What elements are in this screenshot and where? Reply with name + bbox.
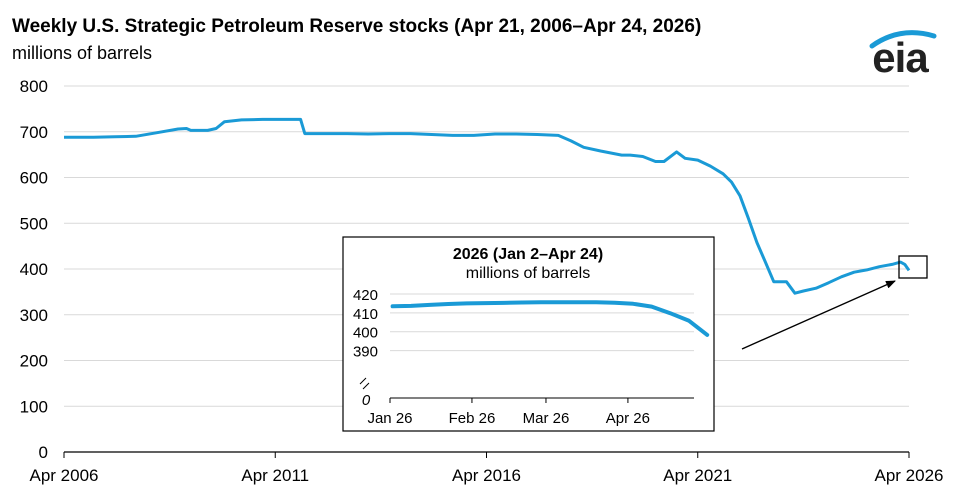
inset-frame (342, 236, 715, 432)
y-tick-label: 600 (20, 169, 48, 188)
inset-y-zero-label: 0 (362, 392, 371, 409)
y-tick-label: 300 (20, 306, 48, 325)
inset-series-line (390, 300, 710, 337)
inset-chart: 2026 (Jan 2–Apr 24) millions of barrels 39… (342, 236, 715, 432)
inset-subtitle: millions of barrels (466, 265, 590, 282)
y-tick-label: 500 (20, 214, 48, 233)
series-line (64, 117, 911, 295)
zoom-highlight-box (898, 255, 928, 279)
x-tick-label: Apr 2016 (452, 466, 521, 485)
y-tick-label: 800 (20, 77, 48, 96)
chart-subtitle: millions of barrels (12, 43, 153, 63)
eia-logo: eia (860, 24, 944, 81)
x-tick-label: Apr 2006 (30, 466, 99, 485)
inset-y-tick-label: 420 (353, 287, 378, 304)
inset-x-tick-label: Mar 26 (523, 410, 570, 427)
y-tick-label: 0 (39, 443, 48, 462)
chart-title: Weekly U.S. Strategic Petroleum Reserve … (12, 16, 702, 37)
inset-x-tick-label: Feb 26 (449, 410, 496, 427)
x-tick-label: Apr 2021 (663, 466, 732, 485)
eia-logo-arc (869, 30, 937, 49)
eia-logo-text: eia (872, 34, 928, 81)
y-tick-label: 200 (20, 352, 48, 371)
inset-y-tick-label: 410 (353, 306, 378, 323)
axis-break-mark (359, 377, 370, 390)
inset-x-tick-label: Jan 26 (367, 410, 412, 427)
callout-arrow (741, 280, 896, 350)
y-tick-label: 700 (20, 123, 48, 142)
x-tick-label: Apr 2026 (875, 466, 944, 485)
x-tick-label: Apr 2011 (241, 466, 309, 485)
inset-x-tick-label: Apr 26 (606, 410, 650, 427)
inset-y-tick-label: 400 (353, 325, 378, 342)
inset-title: 2026 (Jan 2–Apr 24) (453, 246, 603, 263)
y-tick-label: 400 (20, 260, 48, 279)
y-tick-label: 100 (20, 397, 48, 416)
inset-y-tick-label: 390 (353, 344, 378, 361)
